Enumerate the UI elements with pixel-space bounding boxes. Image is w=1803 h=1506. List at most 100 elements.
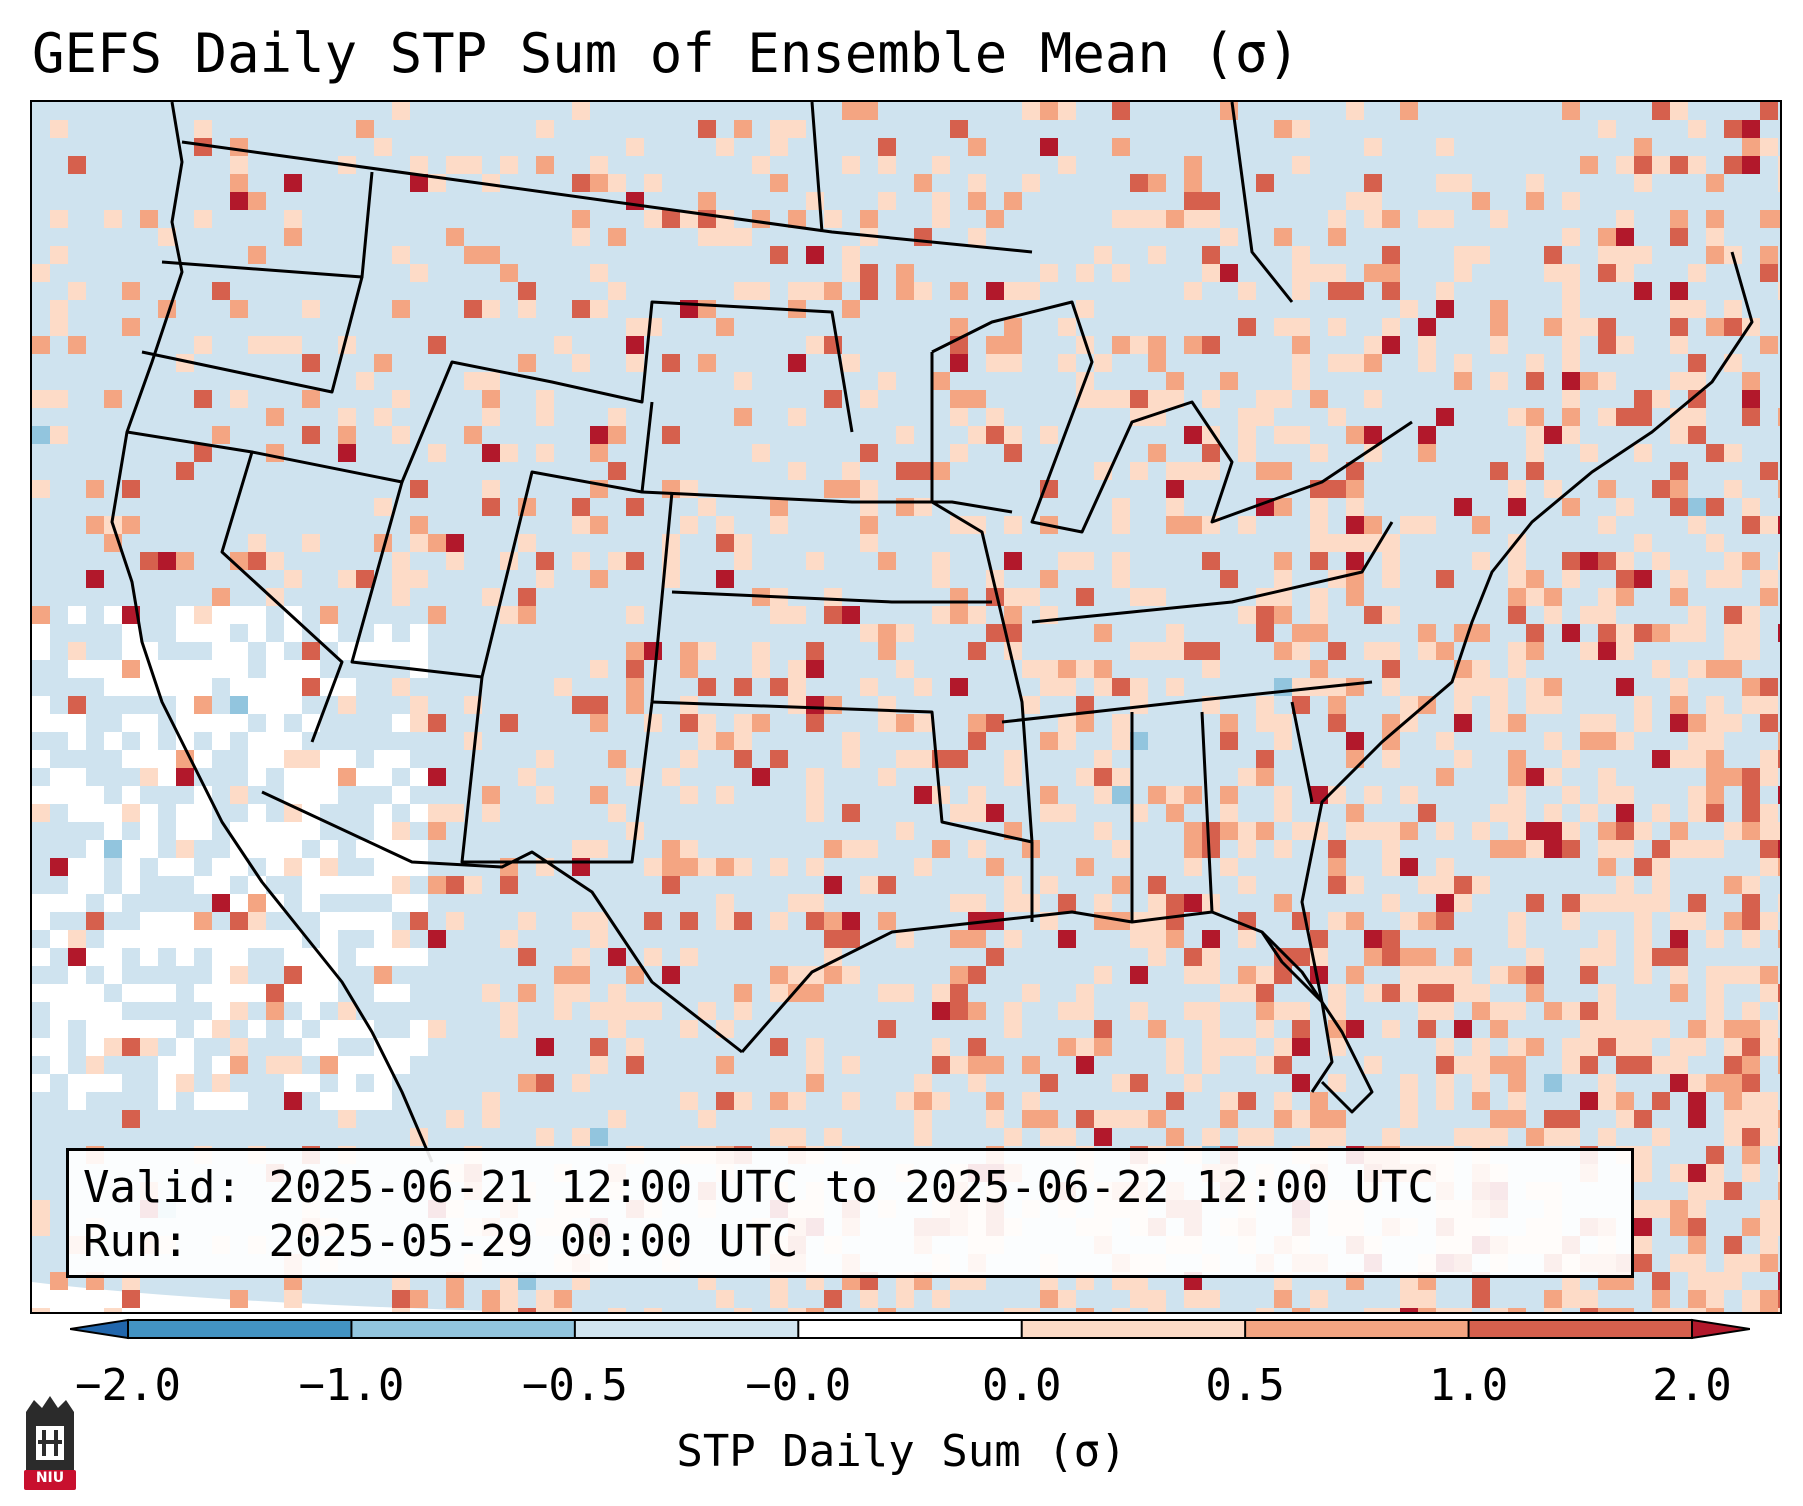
field-cell xyxy=(590,516,608,534)
field-cell xyxy=(1382,948,1400,966)
field-cell xyxy=(1724,876,1742,894)
field-cell xyxy=(122,1110,140,1128)
field-cell xyxy=(248,552,266,570)
field-cell xyxy=(662,426,680,444)
field-cell xyxy=(1364,354,1382,372)
field-cell xyxy=(284,984,302,1002)
field-cell xyxy=(1616,1110,1634,1128)
field-cell xyxy=(266,750,284,768)
field-cell xyxy=(1076,588,1094,606)
field-cell xyxy=(1400,300,1418,318)
field-cell xyxy=(1130,1002,1148,1020)
field-cell xyxy=(1130,1110,1148,1128)
field-cell xyxy=(230,1056,248,1074)
field-cell xyxy=(1634,534,1652,552)
field-cell xyxy=(986,408,1004,426)
field-cell xyxy=(914,228,932,246)
field-cell xyxy=(356,876,374,894)
field-cell xyxy=(230,948,248,966)
field-cell xyxy=(1724,1128,1742,1146)
field-cell xyxy=(1670,480,1688,498)
field-cell xyxy=(1130,390,1148,408)
field-cell xyxy=(1364,192,1382,210)
field-cell xyxy=(302,768,320,786)
field-cell xyxy=(1328,1074,1346,1092)
field-cell xyxy=(212,858,230,876)
field-cell xyxy=(1292,1110,1310,1128)
field-cell xyxy=(176,462,194,480)
field-cell xyxy=(734,714,752,732)
field-cell xyxy=(1760,138,1778,156)
field-cell xyxy=(1508,606,1526,624)
field-cell xyxy=(392,390,410,408)
field-cell xyxy=(680,516,698,534)
valid-label: Valid: xyxy=(83,1162,242,1213)
field-cell xyxy=(788,210,806,228)
field-cell xyxy=(1598,984,1616,1002)
field-cell xyxy=(1526,444,1544,462)
field-cell xyxy=(1778,408,1780,426)
field-cell xyxy=(1706,1308,1724,1312)
field-cell xyxy=(1454,174,1472,192)
field-cell xyxy=(1454,894,1472,912)
field-cell xyxy=(1490,714,1508,732)
field-cell xyxy=(1040,732,1058,750)
field-cell xyxy=(1688,1290,1706,1308)
field-cell xyxy=(1526,372,1544,390)
field-cell xyxy=(1544,480,1562,498)
field-cell xyxy=(1616,588,1634,606)
field-cell xyxy=(1202,192,1220,210)
field-cell xyxy=(950,984,968,1002)
field-cell xyxy=(1688,372,1706,390)
field-cell xyxy=(1112,138,1130,156)
field-cell xyxy=(392,1038,410,1056)
field-cell xyxy=(1742,1056,1760,1074)
field-cell xyxy=(284,1020,302,1038)
out-of-domain-area xyxy=(32,1282,524,1312)
field-cell xyxy=(824,966,842,984)
field-cell xyxy=(1364,948,1382,966)
field-cell xyxy=(1382,264,1400,282)
field-cell xyxy=(68,660,86,678)
field-cell xyxy=(914,1110,932,1128)
field-cell xyxy=(122,660,140,678)
field-cell xyxy=(50,120,68,138)
field-cell xyxy=(50,714,68,732)
field-cell xyxy=(572,552,590,570)
field-cell xyxy=(140,840,158,858)
field-cell xyxy=(338,912,356,930)
field-cell xyxy=(1724,156,1742,174)
field-cell xyxy=(410,570,428,588)
field-cell xyxy=(1616,642,1634,660)
field-cell xyxy=(572,912,590,930)
field-cell xyxy=(1598,228,1616,246)
field-cell xyxy=(1472,516,1490,534)
field-cell xyxy=(302,534,320,552)
field-cell xyxy=(1076,552,1094,570)
field-cell xyxy=(1112,390,1130,408)
field-cell xyxy=(410,534,428,552)
field-cell xyxy=(1274,786,1292,804)
field-cell xyxy=(122,282,140,300)
field-cell xyxy=(896,714,914,732)
field-cell xyxy=(950,408,968,426)
field-cell xyxy=(1616,786,1634,804)
field-cell xyxy=(662,840,680,858)
field-cell xyxy=(1364,1056,1382,1074)
field-cell xyxy=(464,156,482,174)
field-cell xyxy=(1472,1128,1490,1146)
field-cell xyxy=(1562,426,1580,444)
field-cell xyxy=(1670,822,1688,840)
field-cell xyxy=(1418,1020,1436,1038)
field-cell xyxy=(1724,642,1742,660)
field-cell xyxy=(410,696,428,714)
field-cell xyxy=(1778,624,1780,642)
field-cell xyxy=(230,912,248,930)
field-cell xyxy=(1022,660,1040,678)
field-cell xyxy=(1256,1128,1274,1146)
field-cell xyxy=(50,1272,68,1290)
field-cell xyxy=(1562,1110,1580,1128)
field-cell xyxy=(374,804,392,822)
field-cell xyxy=(680,642,698,660)
field-cell xyxy=(1256,1002,1274,1020)
